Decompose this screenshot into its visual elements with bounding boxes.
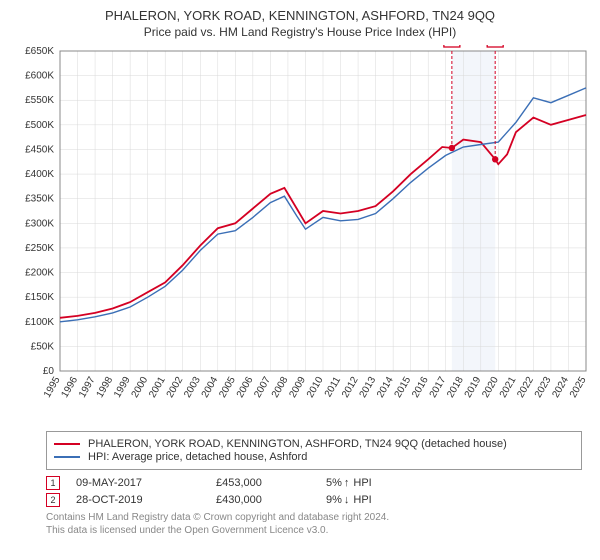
page-title: PHALERON, YORK ROAD, KENNINGTON, ASHFORD… — [10, 8, 590, 23]
attribution-footer: Contains HM Land Registry data © Crown c… — [46, 511, 582, 537]
x-tick-label: 2002 — [165, 375, 186, 400]
x-tick-label: 1999 — [112, 375, 133, 400]
legend-swatch — [54, 443, 80, 445]
x-tick-label: 1997 — [77, 375, 98, 400]
sale-change: 9%↓HPI — [326, 494, 446, 506]
sale-change-label: HPI — [353, 477, 371, 489]
x-tick-label: 2025 — [568, 375, 589, 400]
sale-marker: 1 — [46, 476, 60, 490]
chart-svg: £0£50K£100K£150K£200K£250K£300K£350K£400… — [14, 45, 590, 425]
y-tick-label: £250K — [25, 243, 54, 254]
y-tick-label: £50K — [31, 341, 55, 352]
y-tick-label: £500K — [25, 120, 54, 131]
chart-legend: PHALERON, YORK ROAD, KENNINGTON, ASHFORD… — [46, 431, 582, 470]
x-tick-label: 2017 — [428, 375, 449, 400]
sale-row: 1 09-MAY-2017£453,0005%↑HPI — [46, 476, 582, 490]
sale-change-label: HPI — [353, 494, 371, 506]
x-tick-label: 2019 — [463, 375, 484, 400]
sale-price: £453,000 — [216, 477, 326, 489]
x-tick-label: 2008 — [270, 375, 291, 400]
x-tick-label: 2009 — [287, 375, 308, 400]
x-tick-label: 2001 — [147, 375, 168, 400]
sale-change-pct: 5% — [326, 477, 342, 489]
y-tick-label: £550K — [25, 95, 54, 106]
footer-line: Contains HM Land Registry data © Crown c… — [46, 511, 582, 524]
legend-label: HPI: Average price, detached house, Ashf… — [88, 451, 307, 463]
sales-table: 1 09-MAY-2017£453,0005%↑HPI 2 28-OCT-2019£4… — [46, 476, 582, 507]
y-tick-label: £100K — [25, 317, 54, 328]
x-tick-label: 2024 — [550, 375, 571, 400]
marker-dot — [492, 156, 498, 162]
arrow-down-icon: ↓ — [344, 494, 350, 506]
x-tick-label: 2010 — [305, 375, 326, 400]
y-tick-label: £650K — [25, 46, 54, 57]
sale-marker: 2 — [46, 493, 60, 507]
x-tick-label: 2004 — [200, 375, 221, 400]
x-tick-label: 2016 — [410, 375, 431, 400]
y-tick-label: £300K — [25, 218, 54, 229]
sale-date: 09-MAY-2017 — [76, 477, 216, 489]
y-tick-label: £350K — [25, 194, 54, 205]
y-tick-label: £150K — [25, 292, 54, 303]
marker-badge-label: 2 — [492, 45, 498, 46]
price-chart: £0£50K£100K£150K£200K£250K£300K£350K£400… — [14, 45, 586, 425]
x-tick-label: 2000 — [130, 375, 151, 400]
x-tick-label: 2020 — [480, 375, 501, 400]
x-tick-label: 2022 — [515, 375, 536, 400]
legend-row: HPI: Average price, detached house, Ashf… — [54, 451, 574, 463]
x-tick-label: 1995 — [42, 375, 63, 400]
x-tick-label: 2021 — [498, 375, 519, 400]
y-tick-label: £200K — [25, 268, 54, 279]
x-tick-label: 2014 — [375, 375, 396, 400]
page-subtitle: Price paid vs. HM Land Registry's House … — [10, 25, 590, 39]
x-tick-label: 2015 — [393, 375, 414, 400]
y-tick-label: £400K — [25, 169, 54, 180]
marker-dot — [449, 145, 455, 151]
x-tick-label: 1998 — [95, 375, 116, 400]
y-tick-label: £600K — [25, 71, 54, 82]
footer-line: This data is licensed under the Open Gov… — [46, 524, 582, 537]
legend-row: PHALERON, YORK ROAD, KENNINGTON, ASHFORD… — [54, 438, 574, 450]
legend-label: PHALERON, YORK ROAD, KENNINGTON, ASHFORD… — [88, 438, 507, 450]
x-tick-label: 2003 — [182, 375, 203, 400]
x-tick-label: 2012 — [340, 375, 361, 400]
sale-change: 5%↑HPI — [326, 477, 446, 489]
legend-swatch — [54, 456, 80, 458]
sale-row: 2 28-OCT-2019£430,0009%↓HPI — [46, 493, 582, 507]
sale-change-pct: 9% — [326, 494, 342, 506]
marker-shade — [452, 51, 495, 371]
x-tick-label: 2007 — [252, 375, 273, 400]
x-tick-label: 1996 — [59, 375, 80, 400]
sale-price: £430,000 — [216, 494, 326, 506]
x-tick-label: 2013 — [358, 375, 379, 400]
y-tick-label: £450K — [25, 144, 54, 155]
marker-badge-label: 1 — [449, 45, 455, 46]
x-tick-label: 2018 — [445, 375, 466, 400]
x-tick-label: 2005 — [217, 375, 238, 400]
sale-date: 28-OCT-2019 — [76, 494, 216, 506]
x-tick-label: 2023 — [533, 375, 554, 400]
x-tick-label: 2006 — [235, 375, 256, 400]
arrow-up-icon: ↑ — [344, 477, 350, 489]
